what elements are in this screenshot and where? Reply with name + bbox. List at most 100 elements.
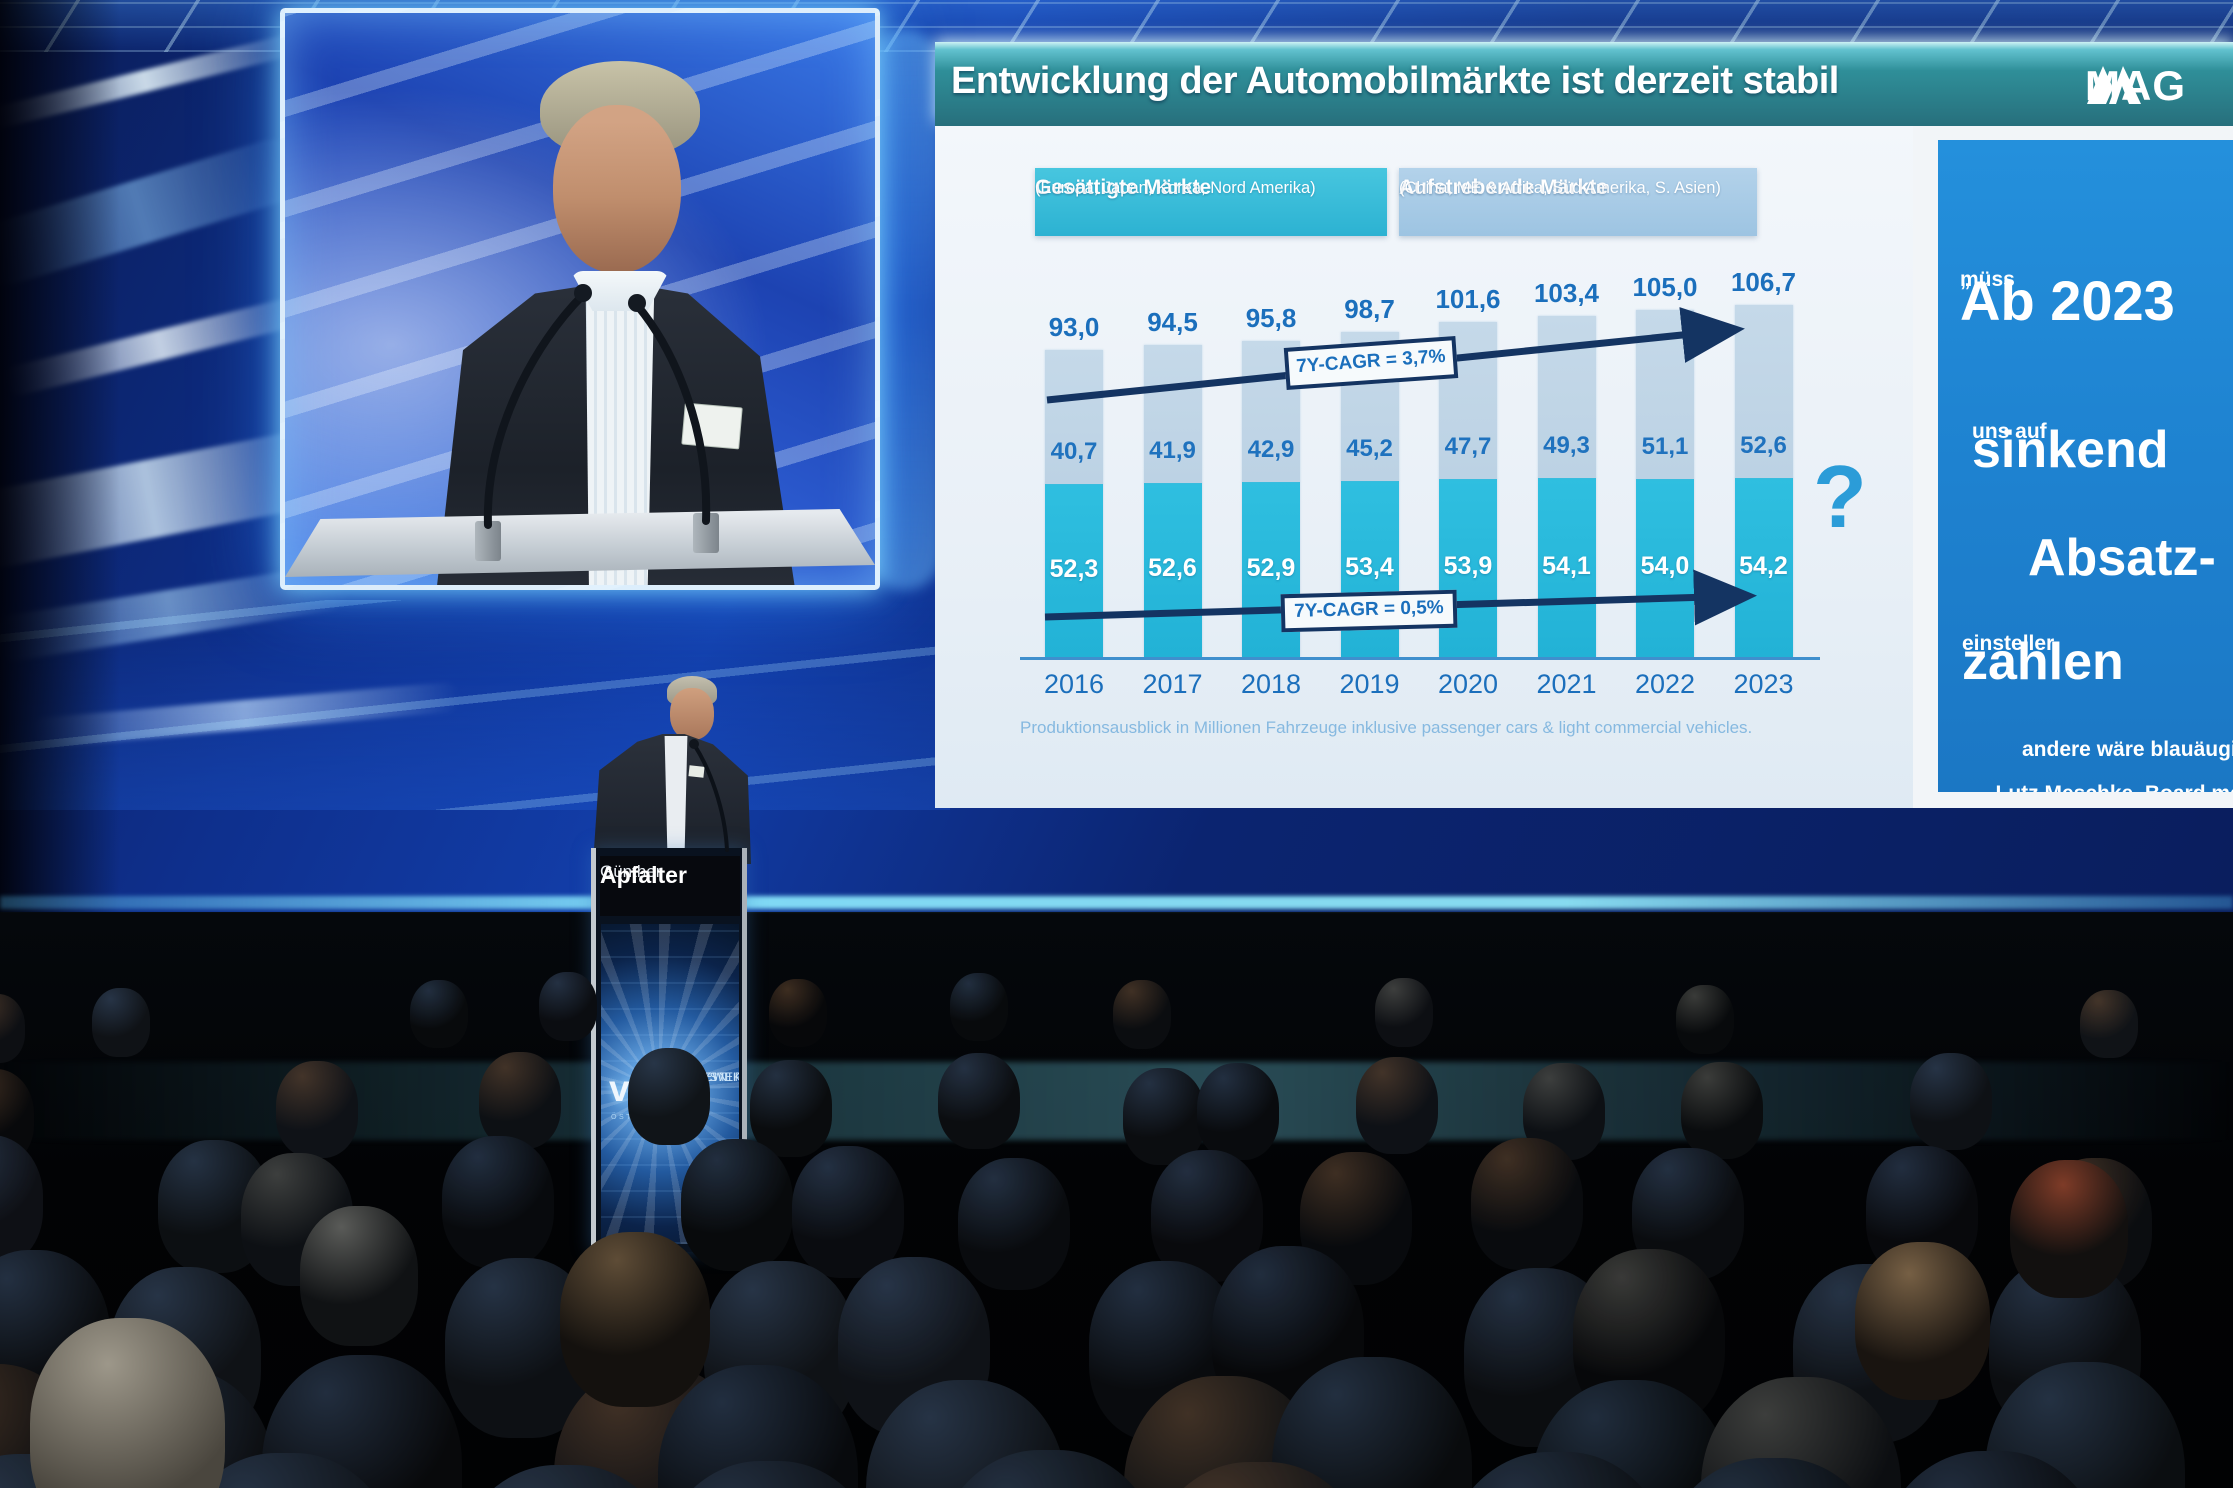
screen-light-streak (868, 30, 942, 590)
audience-head (2079, 990, 2138, 1059)
audience-head (791, 1146, 904, 1279)
audience-head (681, 1139, 794, 1272)
legend-title: Gesättigte Märkte (1035, 176, 1212, 199)
bar-emerging-value-label: 40,7 (1050, 438, 1098, 466)
bar-emerging-value-label: 51,1 (1641, 432, 1689, 460)
screen-bottom-glow (0, 896, 2233, 909)
slide-title: Entwicklung der Automobilmärkte ist derz… (951, 60, 1839, 102)
year-label: 2018 (1240, 669, 1302, 699)
bar-emerging-value-label: 47,7 (1444, 433, 1492, 461)
screen-wave-pattern (0, 600, 950, 810)
audience-head (410, 979, 469, 1049)
bar-total-label: 98,7 (1344, 293, 1395, 324)
bar-saturated-value-label: 53,9 (1443, 552, 1493, 581)
legend-title: Aufstrebende Märkte (1399, 176, 1608, 199)
audience-head (750, 1060, 833, 1157)
year-label: 2017 (1142, 669, 1203, 699)
audience-head (1196, 1063, 1279, 1160)
year-label: 2023 (1733, 669, 1794, 699)
year-label: 2020 (1437, 669, 1499, 699)
bar-total-label: 105,0 (1632, 272, 1698, 303)
bar-saturated-value-label: 52,6 (1148, 554, 1197, 583)
bar-segment-saturated (1636, 478, 1694, 657)
podium-microphone-icon (689, 739, 729, 852)
bar-saturated-value-label: 54,1 (1542, 551, 1591, 580)
audience-head (1910, 1053, 1993, 1151)
bar-segment-saturated (1045, 484, 1103, 657)
bar-segment-emerging (1045, 350, 1103, 485)
audience-head (627, 1048, 710, 1145)
x-axis-line (1020, 657, 1820, 660)
bar-total-label: 101,6 (1435, 283, 1501, 314)
speaker-face (553, 105, 681, 273)
audience-head (1681, 1062, 1764, 1159)
screen-vignette (0, 0, 120, 912)
magna-logo-text: MAG (2085, 62, 2186, 109)
quote-panel-background: „ Ab 2023 müss uns auf sinkend Absatz- za… (1913, 126, 2233, 808)
lectern-desk (285, 509, 875, 577)
audience-head (300, 1206, 418, 1346)
magna-logo: MAG (2085, 62, 2233, 112)
bar-segment-saturated (1734, 478, 1793, 657)
audience (0, 950, 2233, 1488)
magna-mountains-icon (2087, 66, 2141, 104)
bar-total-label: 94,5 (1147, 307, 1198, 338)
quote-panel: „ Ab 2023 müss uns auf sinkend Absatz- za… (1938, 140, 2233, 792)
audience-head (0, 1135, 43, 1268)
question-mark: ? (1813, 447, 1867, 546)
bar-total-label: 106,7 (1730, 266, 1797, 297)
audience-head (0, 994, 25, 1063)
year-label: 2016 (1043, 669, 1105, 699)
legend-subtitle: (Europa, Japan, Korea, Nord Amerika) (1035, 179, 1316, 197)
quote-line-5: andere wäre blauäugig" (2022, 738, 2233, 761)
speaker-last-name: Apfalter (600, 862, 687, 888)
audience-head (1470, 1138, 1583, 1271)
bar-segment-saturated (1537, 478, 1596, 657)
bar-emerging-value-label: 49,3 (1543, 432, 1590, 460)
speaker-video-feed (280, 8, 880, 590)
audience-head (538, 972, 597, 1041)
audience-head (937, 1052, 1020, 1150)
audience-head (479, 1052, 562, 1149)
audience-head (276, 1060, 359, 1158)
year-label: 2022 (1634, 669, 1696, 699)
speaker-face (670, 688, 714, 740)
chart-footnote: Produktionsausblick in Millionen Fahrzeu… (1020, 718, 1753, 737)
audience-head (560, 1232, 710, 1407)
stage-floor-glow (0, 1062, 2233, 1140)
audience-head (91, 988, 150, 1057)
speaker-first-name: Günther (600, 862, 662, 881)
audience-head (1675, 985, 1734, 1054)
legend-subtitle: (China, ME & Afrika, Süd Amerika, S. Asi… (1399, 179, 1721, 197)
bar-saturated-value-label: 54,0 (1640, 551, 1690, 580)
audience-head (950, 972, 1009, 1042)
bar-segment-emerging (1143, 345, 1202, 484)
audience-head (2010, 1160, 2128, 1298)
cagr-label-saturated: 7Y-CAGR = 0,5% (1280, 589, 1458, 633)
bar-emerging-value-label: 52,6 (1740, 432, 1787, 460)
bar-emerging-value-label: 41,9 (1149, 437, 1196, 465)
quote-attribution: – Lutz Meschke, Board memb (1978, 782, 2233, 792)
audience-head (1355, 1057, 1438, 1155)
legend-emerging-markets: Aufstrebende Märkte (China, ME & Afrika,… (1399, 168, 1757, 236)
audience-head (1113, 980, 1172, 1049)
audience-head (30, 1318, 225, 1488)
bar-saturated-value-label: 52,9 (1246, 553, 1296, 582)
slide-header: Entwicklung der Automobilmärkte ist derz… (935, 42, 2233, 126)
audience-head (957, 1158, 1070, 1291)
audience-head (1374, 978, 1433, 1047)
slide-chart-area: Gesättigte Märkte (Europa, Japan, Korea,… (935, 126, 1913, 808)
quote-line-3: Absatz- (2028, 529, 2216, 587)
bar-total-label: 95,8 (1245, 302, 1297, 333)
audience-head (1855, 1242, 1990, 1400)
microphone-goosenecks-icon (483, 284, 711, 529)
bar-total-label: 103,4 (1533, 277, 1600, 308)
audience-head (769, 978, 828, 1048)
bar-segment-saturated (1143, 483, 1202, 657)
cagr-trend-arrows (1044, 307, 1757, 626)
legend-saturated-markets: Gesättigte Märkte (Europa, Japan, Korea,… (1035, 168, 1387, 236)
bar-emerging-value-label: 45,2 (1346, 434, 1393, 462)
bar-total-label: 93,0 (1048, 312, 1100, 343)
speaker-shirt (664, 736, 688, 862)
